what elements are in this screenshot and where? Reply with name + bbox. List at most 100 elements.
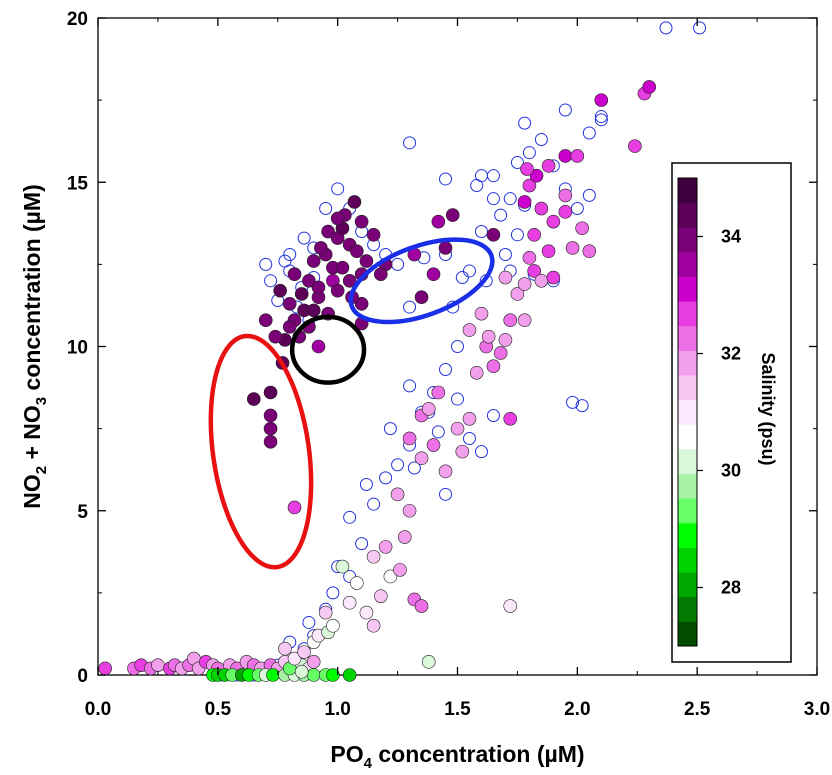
- filled-point: [378, 540, 393, 554]
- y-tick-label: 20: [67, 9, 88, 30]
- y-tick-label: 10: [67, 338, 88, 359]
- filled-point: [565, 241, 580, 255]
- open-point: [462, 431, 476, 445]
- open-point: [474, 225, 488, 239]
- colorbar-swatch: [678, 448, 697, 474]
- filled-point: [402, 431, 417, 446]
- x-tick-label: 2.0: [564, 699, 590, 720]
- open-point: [407, 461, 421, 475]
- filled-point: [522, 178, 537, 193]
- colorbar-tick-label: 34: [721, 227, 741, 247]
- filled-point: [541, 244, 556, 259]
- open-point: [439, 362, 453, 376]
- filled-point: [493, 346, 508, 360]
- filled-point: [350, 244, 364, 259]
- filled-point: [383, 569, 398, 584]
- filled-point: [582, 244, 597, 259]
- filled-point: [282, 319, 297, 334]
- filled-point: [98, 661, 112, 676]
- colorbar-ticks: 28 30 32 34: [697, 227, 741, 598]
- open-point: [383, 422, 397, 436]
- filled-point: [445, 208, 460, 222]
- filled-point: [510, 287, 525, 301]
- colorbar-tick-label: 28: [721, 578, 741, 598]
- filled-point: [541, 159, 556, 173]
- filled-point: [594, 93, 609, 107]
- colorbar-swatch: [678, 547, 697, 573]
- open-point: [486, 169, 500, 183]
- x-tick-label: 0.5: [205, 699, 232, 720]
- open-point: [367, 497, 381, 511]
- open-point: [379, 471, 393, 485]
- open-point: [503, 192, 517, 206]
- open-point: [451, 340, 464, 353]
- colorbar-swatch: [678, 498, 697, 524]
- filled-point: [342, 668, 357, 682]
- filled-point: [628, 139, 642, 153]
- filled-point: [397, 530, 412, 544]
- filled-point: [347, 195, 362, 209]
- filled-point: [326, 618, 340, 633]
- filled-point: [278, 641, 292, 656]
- open-point: [403, 136, 417, 150]
- open-point: [522, 146, 536, 160]
- colorbar-swatch: [678, 424, 697, 450]
- x-tick-label: 1.0: [324, 699, 350, 720]
- filled-point: [558, 149, 573, 163]
- filled-point: [306, 655, 321, 669]
- filled-point: [431, 385, 446, 400]
- filled-point: [414, 290, 429, 305]
- filled-point: [366, 618, 381, 633]
- open-point: [431, 425, 445, 439]
- open-circle-series: [211, 21, 707, 682]
- filled-point: [354, 214, 369, 229]
- filled-point: [294, 664, 309, 679]
- filled-point: [498, 270, 513, 285]
- filled-point: [546, 270, 561, 285]
- open-point: [319, 202, 333, 216]
- filled-point: [421, 655, 436, 669]
- filled-point: [330, 211, 345, 226]
- filled-point: [314, 241, 328, 255]
- filled-point: [374, 267, 388, 282]
- open-point: [283, 248, 297, 262]
- open-point: [391, 257, 405, 271]
- filled-point: [366, 228, 381, 242]
- open-point: [462, 264, 476, 278]
- open-point: [510, 228, 524, 242]
- filled-point: [486, 359, 501, 374]
- filled-point: [263, 408, 278, 423]
- open-point: [439, 172, 453, 186]
- filled-point: [366, 549, 381, 564]
- open-point: [518, 116, 532, 130]
- filled-point: [306, 303, 321, 318]
- filled-point: [359, 254, 374, 268]
- filled-point: [414, 451, 429, 465]
- x-tick-label: 0.0: [85, 699, 111, 720]
- filled-point: [374, 589, 388, 603]
- filled-point: [311, 339, 326, 354]
- open-point: [494, 208, 508, 222]
- filled-point: [297, 645, 311, 659]
- open-point: [470, 179, 484, 193]
- filled-point: [474, 306, 489, 321]
- axis-ticks: 0.0 0.5 1.0 1.5 2.0 2.5 3.0 0 5 10 15 20: [67, 9, 830, 720]
- colorbar-title: Salinity (psu): [758, 352, 778, 465]
- filled-point: [306, 254, 321, 268]
- filled-point: [302, 273, 316, 288]
- filled-point: [558, 205, 573, 219]
- open-point: [575, 399, 589, 413]
- x-tick-label: 1.5: [444, 699, 471, 720]
- salinity-colored-series: [98, 80, 657, 682]
- filled-point: [431, 214, 446, 229]
- open-point: [359, 477, 373, 491]
- filled-point: [359, 605, 374, 620]
- filled-point: [498, 333, 513, 347]
- filled-point: [642, 80, 657, 94]
- filled-point: [335, 260, 350, 275]
- colorbar-border: [677, 177, 698, 647]
- open-point: [439, 487, 453, 501]
- open-point: [259, 257, 273, 271]
- filled-point: [342, 273, 357, 288]
- filled-point: [393, 563, 407, 577]
